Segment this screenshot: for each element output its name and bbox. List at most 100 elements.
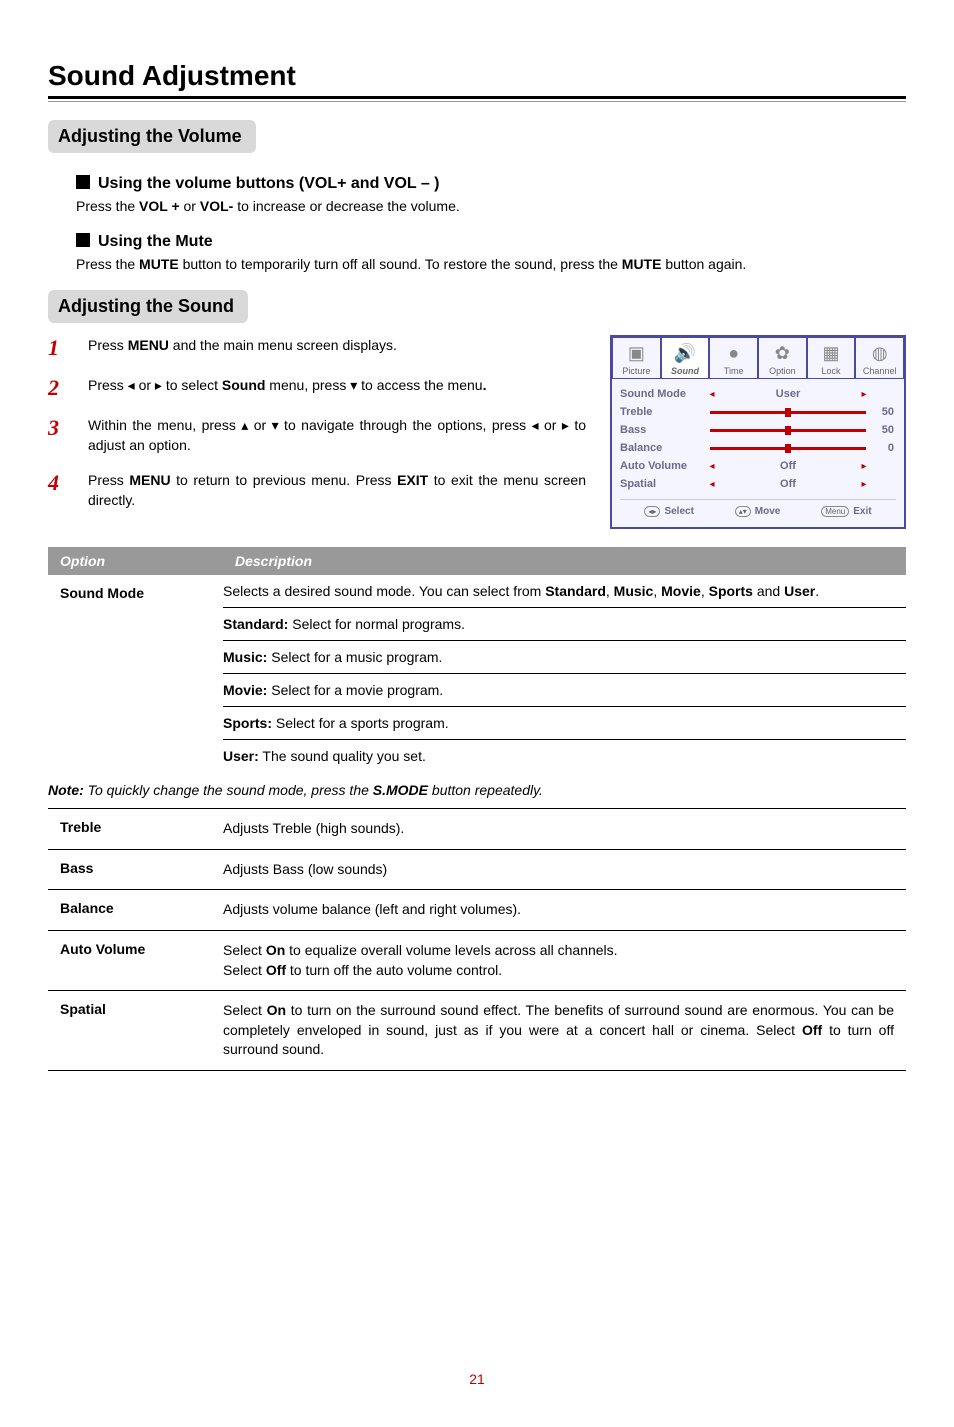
left-arrow-icon: ◂ [706, 479, 718, 490]
osd-tab-time: ●Time [709, 337, 758, 379]
option-sub-sports: Sports: Select for a sports program. [223, 707, 906, 740]
step-4: 4 Press MENU to return to previous menu.… [48, 470, 586, 511]
table-header: Option Description [48, 547, 906, 575]
osd-slider [710, 429, 866, 432]
option-icon: ✿ [759, 340, 806, 366]
osd-label: Auto Volume [620, 460, 706, 472]
section-adjusting-sound: Adjusting the Sound [48, 290, 248, 323]
osd-row-treble: Treble 50 [620, 403, 896, 421]
page-number: 21 [48, 1371, 906, 1387]
osd-value: Off [718, 460, 858, 472]
option-desc: Select On to equalize overall volume lev… [223, 931, 906, 990]
header-option: Option [48, 547, 223, 575]
osd-slider [710, 411, 866, 414]
text-mute: Press the MUTE button to temporarily tur… [76, 255, 906, 275]
step-number: 1 [48, 335, 88, 361]
osd-panel: ▣Picture 🔊Sound ●Time ✿Option ▦Lock ◍Cha… [610, 335, 906, 529]
option-name: Spatial [48, 991, 223, 1070]
osd-value: 50 [870, 406, 896, 418]
subhead-mute: Using the Mute [76, 233, 906, 251]
table-row-spatial: Spatial Select On to turn on the surroun… [48, 991, 906, 1071]
step-2: 2 Press ◂ or ▸ to select Sound menu, pre… [48, 375, 586, 401]
table-row-treble: Treble Adjusts Treble (high sounds). [48, 808, 906, 850]
osd-row-balance: Balance 0 [620, 439, 896, 457]
osd-tab-lock: ▦Lock [807, 337, 856, 379]
table-row-auto-volume: Auto Volume Select On to equalize overal… [48, 931, 906, 991]
osd-tab-option: ✿Option [758, 337, 807, 379]
step-number: 3 [48, 415, 88, 456]
step-text: Press MENU and the main menu screen disp… [88, 335, 586, 361]
option-name: Sound Mode [48, 575, 223, 772]
osd-label: Treble [620, 406, 706, 418]
header-description: Description [223, 547, 906, 575]
step-number: 4 [48, 470, 88, 511]
option-sub-user: User: The sound quality you set. [223, 740, 906, 772]
osd-label: Bass [620, 424, 706, 436]
nav-icon: ▴▾ [735, 506, 751, 517]
nav-icon: ◂▸ [644, 506, 660, 517]
menu-button-icon: Menu [821, 506, 849, 517]
osd-tabs: ▣Picture 🔊Sound ●Time ✿Option ▦Lock ◍Cha… [612, 337, 904, 379]
osd-body: Sound Mode ◂ User ▸ Treble 50 Bass 50 Ba… [612, 379, 904, 527]
osd-footer-exit: MenuExit [821, 506, 871, 517]
step-1: 1 Press MENU and the main menu screen di… [48, 335, 586, 361]
steps-list: 1 Press MENU and the main menu screen di… [48, 335, 586, 524]
osd-value: 50 [870, 424, 896, 436]
osd-row-spatial: Spatial ◂ Off ▸ [620, 475, 896, 493]
step-text: Press ◂ or ▸ to select Sound menu, press… [88, 375, 586, 401]
option-desc: Adjusts Bass (low sounds) [223, 850, 906, 890]
option-sub-music: Music: Select for a music program. [223, 641, 906, 674]
osd-row-bass: Bass 50 [620, 421, 896, 439]
options-table: Option Description Sound Mode Selects a … [48, 547, 906, 772]
lock-icon: ▦ [808, 340, 855, 366]
sound-icon: 🔊 [662, 340, 709, 366]
osd-tab-sound: 🔊Sound [661, 337, 710, 379]
step-number: 2 [48, 375, 88, 401]
osd-row-auto-volume: Auto Volume ◂ Off ▸ [620, 457, 896, 475]
osd-footer-move: ▴▾Move [735, 506, 781, 517]
option-name: Bass [48, 850, 223, 890]
osd-label: Spatial [620, 478, 706, 490]
osd-footer-select: ◂▸Select [644, 506, 694, 517]
osd-slider [710, 447, 866, 450]
table-row-balance: Balance Adjusts volume balance (left and… [48, 890, 906, 931]
text-volume-buttons: Press the VOL + or VOL- to increase or d… [76, 197, 906, 217]
option-sub-movie: Movie: Select for a movie program. [223, 674, 906, 707]
options-table-2: Treble Adjusts Treble (high sounds). Bas… [48, 808, 906, 1071]
osd-row-sound-mode: Sound Mode ◂ User ▸ [620, 385, 896, 403]
subhead-volume-buttons: Using the volume buttons (VOL+ and VOL –… [76, 175, 906, 193]
section-adjusting-volume: Adjusting the Volume [48, 120, 256, 153]
option-desc: Selects a desired sound mode. You can se… [223, 575, 906, 608]
table-row-bass: Bass Adjusts Bass (low sounds) [48, 850, 906, 891]
option-name: Auto Volume [48, 931, 223, 990]
option-name: Balance [48, 890, 223, 930]
picture-icon: ▣ [613, 340, 660, 366]
title-rule-light [48, 101, 906, 102]
osd-footer: ◂▸Select ▴▾Move MenuExit [620, 499, 896, 523]
left-arrow-icon: ◂ [706, 461, 718, 472]
channel-icon: ◍ [856, 340, 903, 366]
right-arrow-icon: ▸ [858, 389, 870, 400]
option-name: Treble [48, 809, 223, 849]
option-sub-standard: Standard: Select for normal programs. [223, 608, 906, 641]
osd-value: 0 [870, 442, 896, 454]
step-text: Within the menu, press ▴ or ▾ to navigat… [88, 415, 586, 456]
option-desc: Adjusts Treble (high sounds). [223, 809, 906, 849]
table-row-sound-mode: Sound Mode Selects a desired sound mode.… [48, 575, 906, 772]
step-3: 3 Within the menu, press ▴ or ▾ to navig… [48, 415, 586, 456]
osd-label: Sound Mode [620, 388, 706, 400]
left-arrow-icon: ◂ [706, 389, 718, 400]
osd-tab-picture: ▣Picture [612, 337, 661, 379]
right-arrow-icon: ▸ [858, 461, 870, 472]
step-text: Press MENU to return to previous menu. P… [88, 470, 586, 511]
osd-label: Balance [620, 442, 706, 454]
osd-tab-channel: ◍Channel [855, 337, 904, 379]
option-desc: Select On to turn on the surround sound … [223, 991, 906, 1070]
page-title: Sound Adjustment [48, 60, 906, 92]
right-arrow-icon: ▸ [858, 479, 870, 490]
osd-value: User [718, 388, 858, 400]
option-desc: Adjusts volume balance (left and right v… [223, 890, 906, 930]
time-icon: ● [710, 340, 757, 366]
note-smode: Note: To quickly change the sound mode, … [48, 782, 906, 798]
osd-value: Off [718, 478, 858, 490]
